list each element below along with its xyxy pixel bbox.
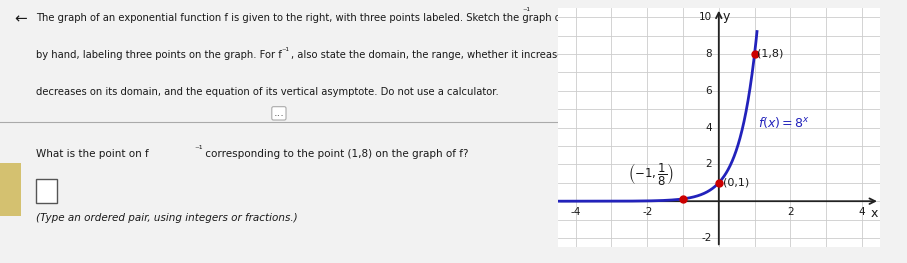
Text: $f(x) = 8^x$: $f(x) = 8^x$ [758,114,810,130]
Text: 2: 2 [705,159,712,169]
Text: 2: 2 [787,207,794,217]
Text: decreases on its domain, and the equation of its vertical asymptote. Do not use : decreases on its domain, and the equatio… [36,87,499,97]
Text: 4: 4 [705,123,712,133]
Text: 10: 10 [698,12,712,22]
Text: -2: -2 [701,233,712,243]
Text: -2: -2 [642,207,652,217]
Text: ...: ... [274,108,284,118]
Text: x: x [871,207,878,220]
Text: (0,1): (0,1) [723,178,749,188]
Text: , also state the domain, the range, whether it increases or: , also state the domain, the range, whet… [291,50,582,60]
Text: ⁻¹: ⁻¹ [282,47,289,56]
Bar [0,163,21,216]
Text: ⁻¹: ⁻¹ [194,145,202,154]
Text: -4: -4 [571,207,580,217]
Text: corresponding to the point (1,8) on the graph of f?: corresponding to the point (1,8) on the … [202,149,468,159]
Text: by hand, labeling three points on the graph. For f: by hand, labeling three points on the gr… [36,50,282,60]
Text: 8: 8 [705,49,712,59]
Bar [36,179,57,203]
Text: (Type an ordered pair, using integers or fractions.): (Type an ordered pair, using integers or… [36,213,297,223]
Text: 4: 4 [859,207,865,217]
Text: 6: 6 [705,86,712,96]
Text: $\left(-1,\dfrac{1}{8}\right)$: $\left(-1,\dfrac{1}{8}\right)$ [628,161,674,187]
Text: The graph of an exponential function f is given to the right, with three points : The graph of an exponential function f i… [36,13,571,23]
Text: y: y [723,10,730,23]
Text: What is the point on f: What is the point on f [36,149,149,159]
Text: ⁻¹: ⁻¹ [522,7,530,16]
Text: (1,8): (1,8) [757,49,784,59]
Text: $\leftarrow$: $\leftarrow$ [13,11,29,26]
